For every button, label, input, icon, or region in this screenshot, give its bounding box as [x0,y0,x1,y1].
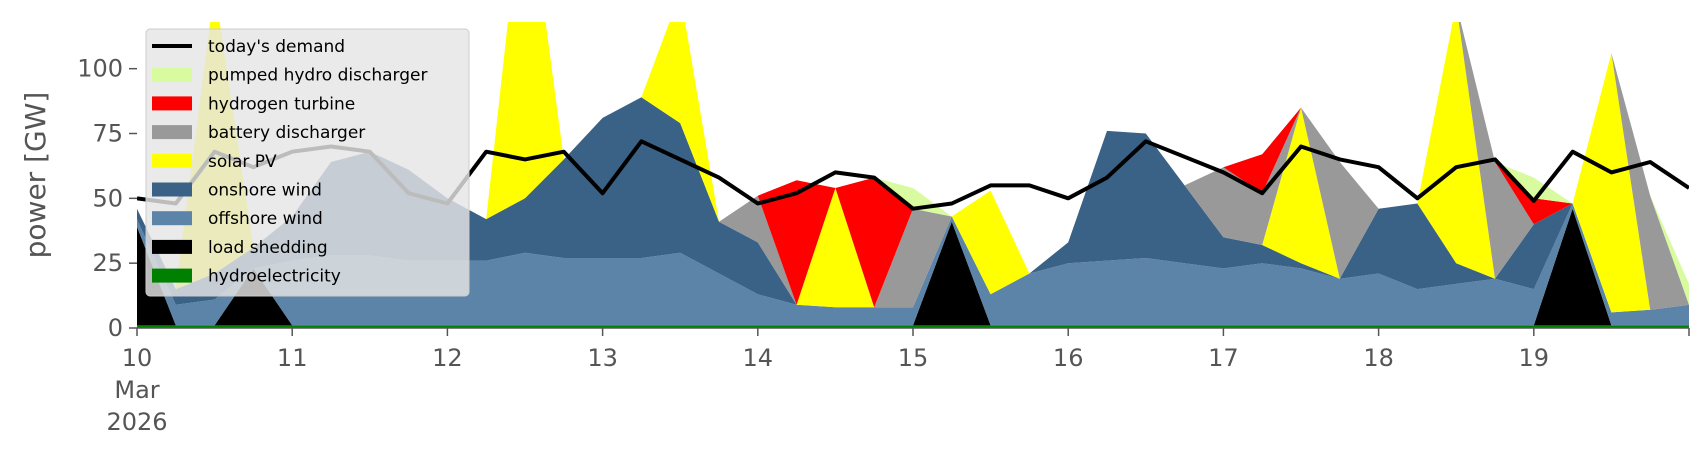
x-tick-label: 16 [1053,344,1084,372]
legend-box [145,28,470,297]
y-tick-label: 0 [108,314,123,342]
legend-swatch-battery-discharger [152,125,192,140]
x-tick-label: 10 [122,344,153,372]
axes-group: 0 25 50 75 100 10 11 12 13 14 15 16 17 18 19 Mar 2026 [77,55,1690,436]
legend-label: load shedding [208,238,328,258]
legend: today's demand pumped hydro discharger hyd… [145,28,470,297]
x-tick-label: 11 [277,344,308,372]
x-tick-label: 19 [1519,344,1550,372]
x-tick-label: 13 [587,344,618,372]
area-battery-discharger [137,22,1689,310]
legend-label: today's demand [208,37,345,57]
legend-label: offshore wind [208,209,323,229]
legend-label: solar PV [208,152,277,172]
x-tick-label: 15 [898,344,929,372]
y-tick-label: 100 [77,55,123,83]
legend-swatch-hydroelectricity [152,268,192,283]
y-tick-label: 50 [92,184,123,212]
x-tick-label: 12 [432,344,463,372]
x-tick-label: 17 [1208,344,1239,372]
legend-swatch-solar-pv [152,153,192,168]
legend-swatch-pumped-hydro-discharger [152,67,192,82]
y-axis-title: power [GW] [19,92,52,259]
legend-label: battery discharger [208,123,365,143]
y-tick-label: 25 [92,249,123,277]
y-tick-label: 75 [92,120,123,148]
x-tick-sublabel: 2026 [106,408,167,436]
legend-label: onshore wind [208,181,322,201]
area-solar-pv [137,22,1689,313]
legend-swatch-offshore-wind [152,211,192,226]
x-tick-sublabel: Mar [114,376,159,404]
legend-swatch-onshore-wind [152,182,192,197]
legend-label: hydroelectricity [208,267,341,287]
x-tick-label: 14 [743,344,774,372]
legend-label: pumped hydro discharger [208,66,427,86]
legend-label: hydrogen turbine [208,94,355,114]
legend-swatch-hydrogen-turbine [152,96,192,111]
x-tick-label: 18 [1363,344,1394,372]
legend-swatch-load-shedding [152,239,192,254]
area-offshore-wind [137,203,1689,326]
